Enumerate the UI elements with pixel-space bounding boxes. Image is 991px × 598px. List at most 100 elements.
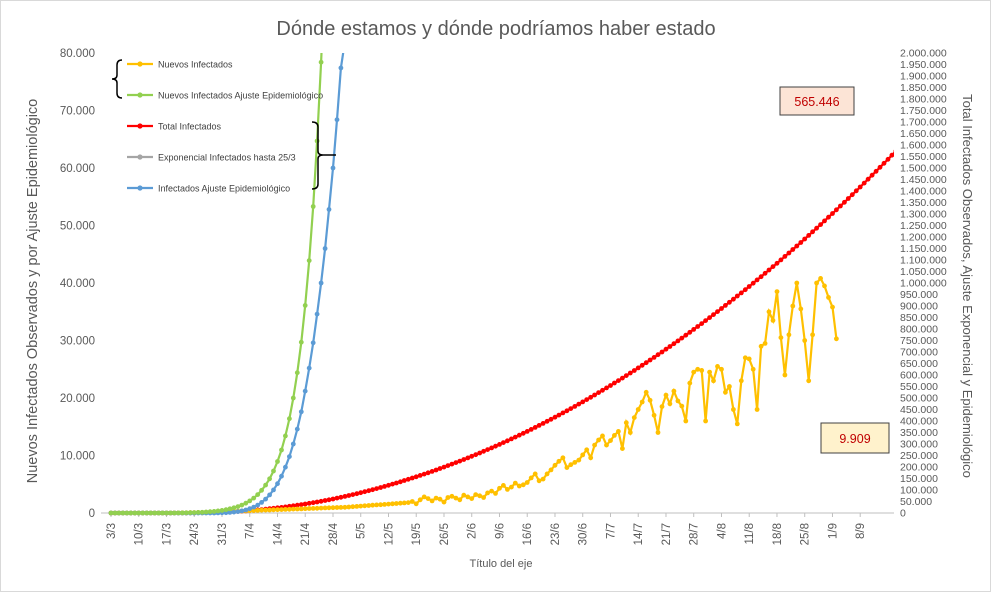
data-point [306,506,312,511]
data-point [778,335,784,340]
data-point [659,404,665,409]
data-point [207,509,213,515]
data-point [881,160,887,166]
x-tick-label: 11/8 [744,523,756,545]
data-point [814,280,819,286]
data-point [413,501,419,507]
data-point [711,312,716,317]
data-point [560,410,566,416]
data-point [350,504,356,510]
data-point [310,500,316,506]
data-point [524,480,530,485]
x-tick-label: 19/5 [411,523,423,545]
data-point [294,506,300,512]
y-left-tick-label: 0 [89,508,95,520]
data-point [723,389,728,395]
data-point [108,510,114,516]
data-point [223,507,229,513]
data-point [251,508,257,513]
chart-title: Dónde estamos y dónde podríamos haber es… [276,18,715,40]
data-point [144,510,150,516]
data-point [294,502,300,508]
data-point [663,392,669,398]
data-point [770,318,776,323]
data-point [342,504,348,510]
data-point [168,510,173,516]
data-point [247,498,253,504]
data-point [263,496,268,502]
y-right-tick-label: 150.000 [900,473,938,485]
data-point [505,487,510,492]
data-point [247,506,253,512]
data-point [215,508,221,514]
total-infectados-label: 565.446 [794,95,839,109]
data-point [318,59,324,65]
y-right-tick-label: 50.000 [900,496,932,508]
data-point [358,490,364,496]
x-tick-label: 16/6 [522,523,534,545]
data-point [120,510,126,516]
data-point [814,225,819,231]
data-point [596,437,601,443]
data-point [885,156,891,162]
data-point [453,460,459,465]
data-point [798,306,804,312]
data-point [834,336,839,342]
data-point [465,494,471,500]
data-point [604,442,609,448]
data-point [631,415,637,420]
x-tick-label: 7/7 [605,523,617,539]
data-point [481,495,486,500]
data-point [453,495,459,501]
data-point [148,510,154,516]
data-point [275,459,280,464]
data-point [489,488,494,494]
data-point [421,494,427,500]
y-right-tick-label: 1.100.000 [900,255,947,267]
data-point [334,495,340,501]
data-point [631,368,637,373]
y-axis-right-label: Total Infectados Observados, Ajuste Expo… [960,94,975,478]
data-point [750,280,756,286]
y-right-tick-label: 800.000 [900,324,938,336]
x-tick-label: 18/8 [772,523,784,545]
data-point [865,176,871,182]
data-point [354,504,360,509]
data-point [461,492,467,498]
y-right-tick-label: 1.750.000 [900,105,947,117]
data-point [853,188,859,194]
data-point [742,355,748,361]
data-point [806,233,812,238]
data-point [287,506,292,512]
y-right-tick-label: 450.000 [900,404,938,416]
data-point [267,492,272,498]
data-point [497,485,502,491]
data-point [132,510,138,516]
plot-series [108,53,958,516]
data-point [592,392,597,398]
x-tick-label: 28/4 [328,522,340,545]
data-point [675,338,681,344]
data-point [616,429,621,434]
data-point [156,510,162,516]
data-point [152,510,158,516]
data-point [953,85,958,90]
data-point [564,408,570,414]
data-point [493,491,498,496]
x-tick-label: 12/5 [383,523,395,545]
data-point [290,503,296,509]
data-point [346,504,352,510]
data-point [330,165,336,171]
data-point [457,458,463,464]
data-point [287,454,292,459]
data-point [457,497,463,503]
data-point [195,510,201,515]
x-tick-label: 25/8 [800,523,812,545]
data-point [715,364,720,369]
data-point [723,303,728,308]
data-point [532,425,538,430]
data-point [405,476,411,482]
data-point [441,499,447,505]
x-tick-label: 8/9 [855,523,867,539]
y-right-tick-label: 1.450.000 [900,174,947,186]
